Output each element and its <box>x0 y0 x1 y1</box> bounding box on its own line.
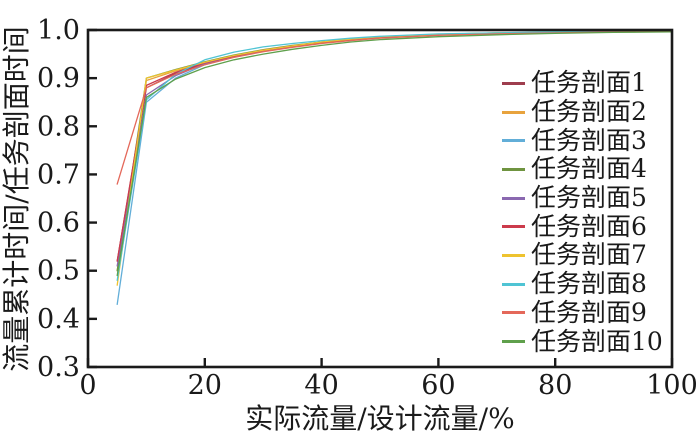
legend-swatch <box>502 196 525 200</box>
legend-item-2: 任务剖面2 <box>502 98 663 127</box>
legend-swatch <box>502 225 525 229</box>
legend-item-5: 任务剖面5 <box>502 184 663 213</box>
legend-item-3: 任务剖面3 <box>502 126 663 155</box>
legend-item-6: 任务剖面6 <box>502 212 663 241</box>
legend-label: 任务剖面7 <box>531 240 647 270</box>
x-axis-label: 实际流量/设计流量/% <box>245 402 515 435</box>
y-tick-label: 1.0 <box>37 15 80 46</box>
legend-item-1: 任务剖面1 <box>502 69 663 98</box>
legend-swatch <box>502 311 525 315</box>
legend-item-10: 任务剖面10 <box>502 327 663 356</box>
legend-item-9: 任务剖面9 <box>502 297 663 328</box>
legend-swatch <box>502 110 525 114</box>
legend-label: 任务剖面6 <box>531 211 647 241</box>
legend-swatch <box>502 139 525 143</box>
series-line-8 <box>116 30 673 281</box>
legend-label: 任务剖面5 <box>531 183 647 213</box>
legend-label: 任务剖面10 <box>531 326 663 356</box>
y-tick-label: 0.7 <box>37 159 80 190</box>
x-tick-label: 20 <box>188 370 222 401</box>
y-tick-label: 0.8 <box>37 111 80 142</box>
x-tick-label: 0 <box>79 370 96 401</box>
legend-item-8: 任务剖面8 <box>502 270 663 299</box>
x-tick-label: 40 <box>304 370 338 401</box>
legend-label: 任务剖面2 <box>531 97 647 127</box>
legend-item-4: 任务剖面4 <box>502 155 663 184</box>
legend-label: 任务剖面3 <box>531 125 647 155</box>
legend-swatch <box>502 253 525 257</box>
legend-swatch <box>502 282 525 286</box>
legend-label: 任务剖面4 <box>531 154 647 184</box>
y-tick-label: 0.3 <box>37 352 80 383</box>
legend-label: 任务剖面9 <box>531 297 647 327</box>
y-tick-label: 0.5 <box>37 256 80 287</box>
legend-swatch <box>502 340 525 344</box>
x-tick-label: 80 <box>538 370 572 401</box>
legend: 任务剖面1 任务剖面2 任务剖面3 任务剖面4 任务剖面5 任务剖面6 任务剖面7 任务剖面8… <box>502 69 663 356</box>
legend-swatch <box>502 167 525 171</box>
plot-box <box>86 28 674 369</box>
y-tick-label: 0.4 <box>37 304 80 335</box>
y-tick-label: 0.9 <box>37 63 80 94</box>
y-axis-label: 流量累计时间/任务剖面时间 <box>0 26 33 372</box>
legend-label: 任务剖面8 <box>531 269 647 299</box>
series-line-10 <box>116 31 673 277</box>
y-tick-label: 0.6 <box>37 208 80 239</box>
x-tick-label: 100 <box>646 370 698 401</box>
legend-label: 任务剖面1 <box>531 68 647 98</box>
legend-swatch <box>502 81 525 85</box>
legend-item-7: 任务剖面7 <box>502 241 663 270</box>
x-tick-label: 60 <box>421 370 455 401</box>
